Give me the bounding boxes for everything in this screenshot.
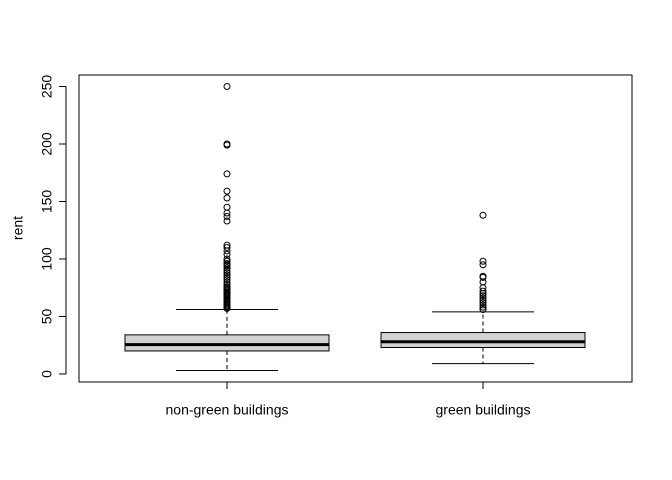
- x-tick-label: green buildings: [436, 402, 531, 418]
- outlier-point: [223, 140, 231, 148]
- outlier-point: [479, 299, 487, 307]
- outlier-point: [223, 280, 231, 288]
- outlier-point: [223, 243, 231, 251]
- outlier-point: [223, 278, 231, 286]
- outlier-point: [479, 301, 487, 309]
- outlier-point: [479, 211, 487, 219]
- outlier-point: [223, 194, 231, 202]
- boxes: [124, 82, 586, 372]
- y-tick-label: 100: [39, 247, 55, 271]
- outlier-point: [223, 283, 231, 291]
- outlier-point: [223, 273, 231, 281]
- outlier-point: [479, 296, 487, 304]
- outlier-point: [223, 269, 231, 277]
- outlier-point: [479, 257, 487, 265]
- y-tick-label: 250: [39, 75, 55, 99]
- plot-frame: [78, 74, 633, 383]
- y-tick-label: 150: [39, 190, 55, 214]
- y-tick-label: 50: [39, 308, 55, 324]
- outlier-point: [223, 241, 231, 249]
- outlier-point: [223, 260, 231, 268]
- outlier-point: [223, 257, 231, 265]
- outlier-point: [223, 187, 231, 195]
- outlier-point: [223, 82, 231, 90]
- y-axis-label: rent: [10, 216, 26, 240]
- outlier-point: [223, 212, 231, 220]
- y-tick-label: 200: [39, 132, 55, 156]
- outlier-point: [223, 170, 231, 178]
- y-tick-label: 0: [39, 370, 55, 378]
- iqr-box: [124, 334, 330, 352]
- outlier-point: [479, 287, 487, 295]
- outlier-point: [479, 261, 487, 269]
- outlier-point: [223, 264, 231, 272]
- outlier-point: [223, 271, 231, 279]
- x-axis: non-green buildings green buildings: [166, 382, 531, 418]
- outlier-point: [223, 217, 231, 225]
- outlier-point: [479, 294, 487, 302]
- outlier-point: [223, 276, 231, 284]
- outlier-point: [479, 292, 487, 300]
- outlier-point: [479, 306, 487, 314]
- outlier-point: [223, 255, 231, 263]
- outlier-point: [479, 303, 487, 311]
- box-group: [380, 211, 586, 365]
- iqr-box: [380, 332, 586, 349]
- box-group: [124, 82, 330, 372]
- outlier-point: [223, 203, 231, 211]
- y-axis: 0 50 100 150 200 250: [39, 75, 67, 378]
- x-tick-label: non-green buildings: [166, 402, 289, 418]
- outlier-point: [479, 272, 487, 280]
- outlier-point: [223, 250, 231, 258]
